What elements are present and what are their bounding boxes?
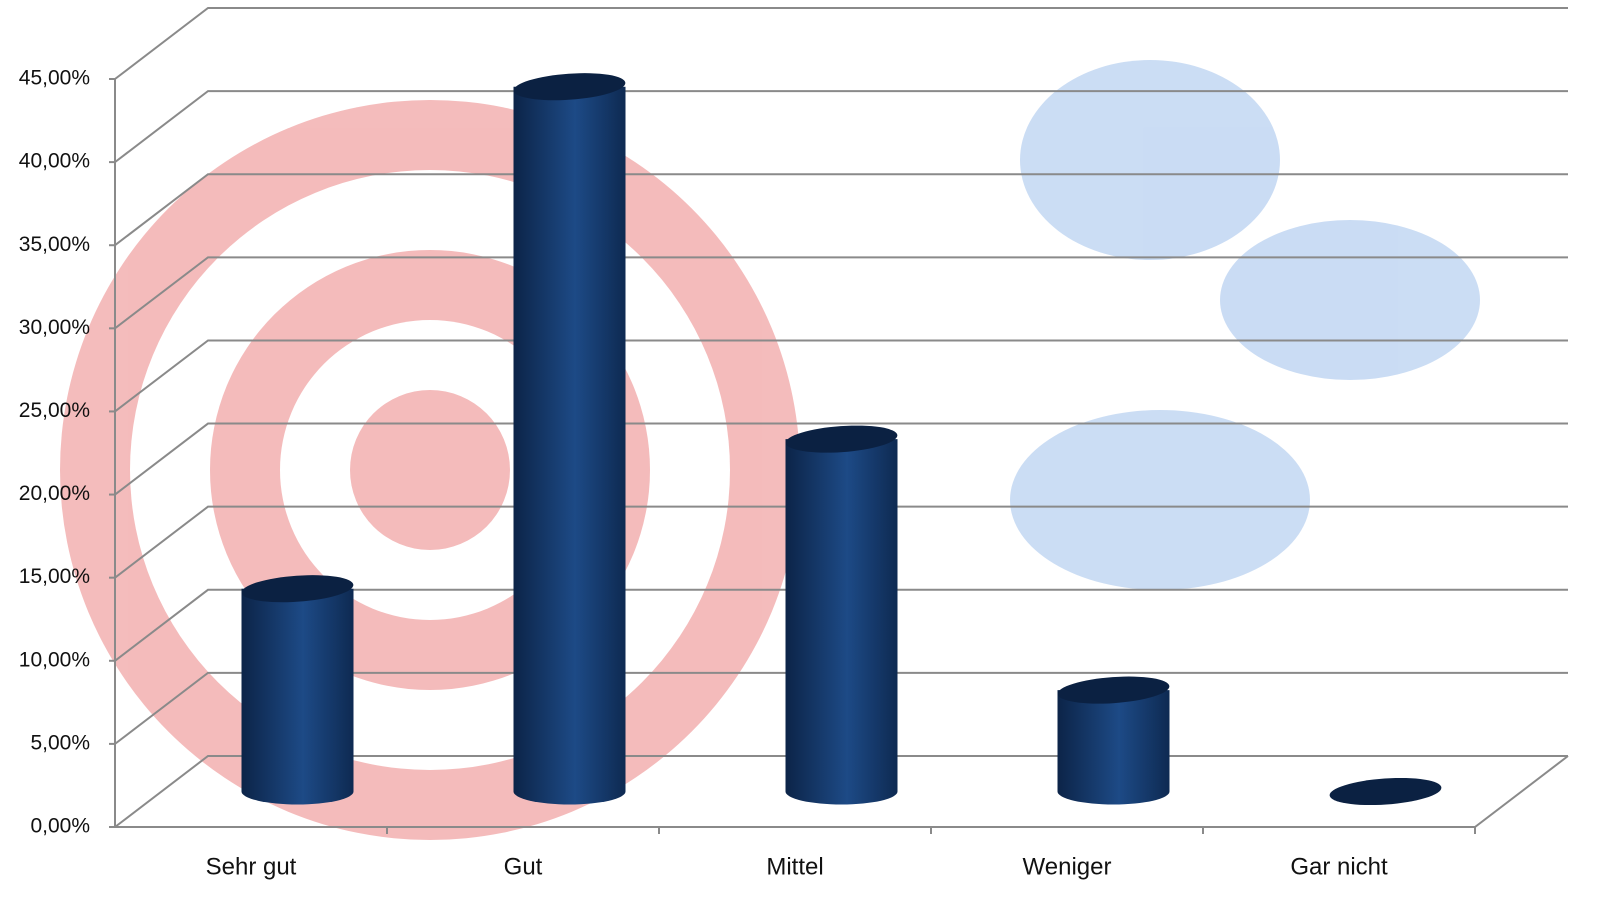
y-tick-label: 40,00%: [19, 150, 90, 173]
bar-top: [241, 575, 354, 603]
y-tick-label: 0,00%: [30, 815, 90, 838]
bar-top: [1057, 676, 1170, 704]
x-tick-label: Gut: [504, 853, 543, 880]
bar: [1057, 676, 1170, 805]
bar: [513, 73, 626, 805]
y-tick-label: 15,00%: [19, 565, 90, 588]
y-tick-label: 45,00%: [19, 67, 90, 90]
y-tick-label: 30,00%: [19, 316, 90, 339]
x-tick-label: Sehr gut: [206, 853, 297, 880]
bar-body: [1057, 690, 1170, 805]
y-tick-label: 5,00%: [30, 731, 90, 754]
grid-line: [114, 505, 1568, 579]
x-tick-label: Mittel: [766, 853, 823, 880]
bar: [785, 425, 898, 805]
grid-line: [114, 7, 1568, 80]
grid-line: [114, 173, 1568, 247]
grid-line: [114, 588, 1568, 662]
bar: [1329, 777, 1442, 806]
bar: [241, 575, 354, 805]
grid-line: [114, 671, 1568, 745]
bar-top: [1329, 777, 1442, 806]
bar-top: [785, 425, 898, 453]
grid-line: [114, 256, 1568, 330]
y-tick-label: 35,00%: [19, 233, 90, 256]
bar-body: [241, 588, 354, 805]
grid-line: [114, 422, 1568, 496]
y-tick-label: 20,00%: [19, 482, 90, 505]
y-tick-label: 25,00%: [19, 399, 90, 422]
bar-body: [513, 86, 626, 805]
x-tick-label: Weniger: [1023, 853, 1112, 880]
x-tick-label: Gar nicht: [1290, 853, 1388, 880]
bar-body: [785, 439, 898, 805]
y-tick-label: 10,00%: [19, 648, 90, 671]
grid-line: [114, 339, 1568, 413]
grid-line: [114, 90, 1568, 163]
bar-top: [513, 73, 626, 101]
